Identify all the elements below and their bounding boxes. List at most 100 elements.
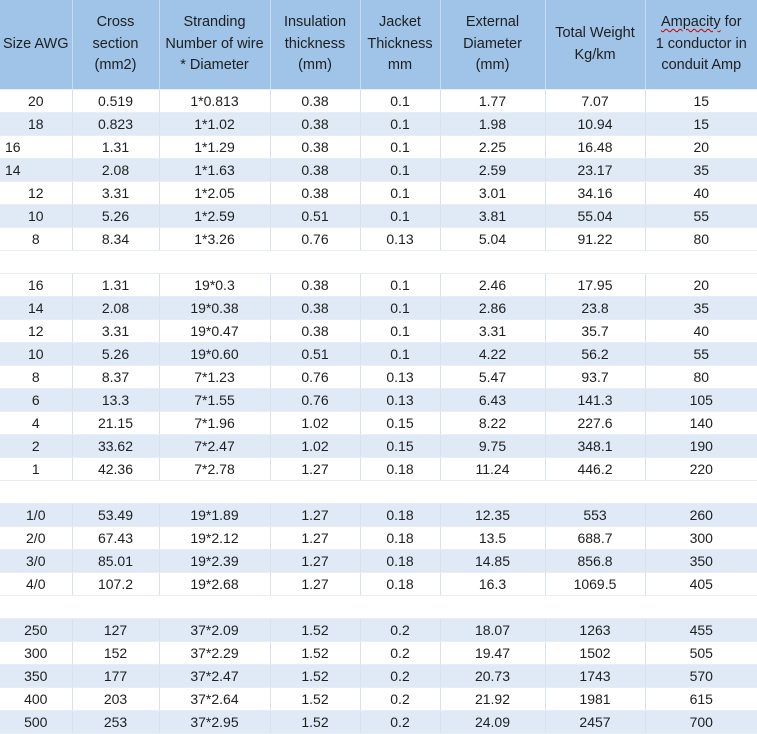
cell-external_diameter: 6.43 — [440, 388, 546, 412]
cell-jacket_thickness: 0.18 — [360, 503, 441, 527]
cell-cross_section: 127 — [72, 618, 160, 642]
cell-stranding: 19*1.89 — [159, 503, 271, 527]
spacer-row — [0, 480, 757, 504]
cell-stranding: 1*2.05 — [159, 181, 271, 205]
cell-insulation_thickness: 1.27 — [270, 549, 361, 573]
cell-external_diameter: 3.01 — [440, 181, 546, 205]
cell-insulation_thickness: 1.52 — [270, 641, 361, 665]
cell-total_weight: 23.8 — [545, 296, 646, 320]
cell-stranding: 1*1.29 — [159, 135, 271, 159]
cell-ampacity: 570 — [645, 664, 757, 688]
cell-total_weight: 553 — [545, 503, 646, 527]
cell-insulation_thickness: 0.38 — [270, 135, 361, 159]
table-row: 300 152 37*2.29 1.52 0.2 19.47 1502 505 — [0, 641, 757, 665]
cell-ampacity: 140 — [645, 411, 757, 435]
cell-cross_section: 1.31 — [72, 135, 160, 159]
cell-stranding: 37*2.47 — [159, 664, 271, 688]
table-row: 14 2.08 19*0.38 0.38 0.1 2.86 23.8 35 — [0, 296, 757, 320]
cell-stranding: 37*2.95 — [159, 710, 271, 734]
cell-insulation_thickness: 0.76 — [270, 227, 361, 251]
cell-jacket_thickness: 0.1 — [360, 342, 441, 366]
col-header-size-awg: Size AWG — [0, 0, 73, 90]
table-row: 16 1.31 19*0.3 0.38 0.1 2.46 17.95 20 — [0, 273, 757, 297]
table-row: 400 203 37*2.64 1.52 0.2 21.92 1981 615 — [0, 687, 757, 711]
table-row: 10 5.26 1*2.59 0.51 0.1 3.81 55.04 55 — [0, 204, 757, 228]
cell-jacket_thickness: 0.13 — [360, 365, 441, 389]
cell-size_awg: 1/0 — [0, 503, 73, 527]
cell-jacket_thickness: 0.1 — [360, 158, 441, 182]
header-row: Size AWG Cross section (mm2) Stranding N… — [0, 0, 757, 90]
cell-ampacity: 35 — [645, 158, 757, 182]
cell-insulation_thickness: 1.27 — [270, 503, 361, 527]
cell-external_diameter: 11.24 — [440, 457, 546, 481]
cell-cross_section: 152 — [72, 641, 160, 665]
cell-ampacity: 350 — [645, 549, 757, 573]
cell-ampacity: 455 — [645, 618, 757, 642]
table-row: 18 0.823 1*1.02 0.38 0.1 1.98 10.94 15 — [0, 112, 757, 136]
cell-stranding: 19*0.38 — [159, 296, 271, 320]
cell-insulation_thickness: 0.38 — [270, 319, 361, 343]
cell-jacket_thickness: 0.18 — [360, 457, 441, 481]
cell-insulation_thickness: 0.51 — [270, 342, 361, 366]
table-row: 12 3.31 19*0.47 0.38 0.1 3.31 35.7 40 — [0, 319, 757, 343]
cell-insulation_thickness: 1.02 — [270, 411, 361, 435]
cell-external_diameter: 2.59 — [440, 158, 546, 182]
cell-cross_section: 8.37 — [72, 365, 160, 389]
cell-size_awg: 8 — [0, 227, 73, 251]
cell-size_awg: 1 — [0, 457, 73, 481]
cell-external_diameter: 5.47 — [440, 365, 546, 389]
table-row: 20 0.519 1*0.813 0.38 0.1 1.77 7.07 15 — [0, 89, 757, 113]
cell-insulation_thickness: 0.38 — [270, 273, 361, 297]
cell-size_awg: 8 — [0, 365, 73, 389]
cell-external_diameter: 19.47 — [440, 641, 546, 665]
table-row: 350 177 37*2.47 1.52 0.2 20.73 1743 570 — [0, 664, 757, 688]
cell-jacket_thickness: 0.13 — [360, 227, 441, 251]
cell-external_diameter: 16.3 — [440, 572, 546, 596]
cell-total_weight: 1502 — [545, 641, 646, 665]
cell-size_awg: 350 — [0, 664, 73, 688]
table-row: 16 1.31 1*1.29 0.38 0.1 2.25 16.48 20 — [0, 135, 757, 159]
spacer-cell — [0, 595, 757, 619]
col-header-external-diameter: External Diameter (mm) — [440, 0, 546, 90]
cell-cross_section: 5.26 — [72, 204, 160, 228]
table-row: 500 253 37*2.95 1.52 0.2 24.09 2457 700 — [0, 710, 757, 734]
cell-ampacity: 300 — [645, 526, 757, 550]
cell-ampacity: 35 — [645, 296, 757, 320]
cell-total_weight: 16.48 — [545, 135, 646, 159]
spacer-row — [0, 250, 757, 274]
table-row: 250 127 37*2.09 1.52 0.2 18.07 1263 455 — [0, 618, 757, 642]
cell-jacket_thickness: 0.18 — [360, 526, 441, 550]
cell-external_diameter: 3.81 — [440, 204, 546, 228]
cell-total_weight: 227.6 — [545, 411, 646, 435]
cell-ampacity: 220 — [645, 457, 757, 481]
cell-insulation_thickness: 1.52 — [270, 618, 361, 642]
cell-ampacity: 15 — [645, 89, 757, 113]
cell-external_diameter: 2.25 — [440, 135, 546, 159]
cell-ampacity: 105 — [645, 388, 757, 412]
cell-cross_section: 13.3 — [72, 388, 160, 412]
cell-size_awg: 250 — [0, 618, 73, 642]
cell-size_awg: 14 — [0, 296, 73, 320]
cell-external_diameter: 2.86 — [440, 296, 546, 320]
cell-size_awg: 500 — [0, 710, 73, 734]
cell-ampacity: 190 — [645, 434, 757, 458]
cell-insulation_thickness: 1.52 — [270, 710, 361, 734]
cell-external_diameter: 8.22 — [440, 411, 546, 435]
cell-insulation_thickness: 1.27 — [270, 457, 361, 481]
table-row: 6 13.3 7*1.55 0.76 0.13 6.43 141.3 105 — [0, 388, 757, 412]
table-row: 2/0 67.43 19*2.12 1.27 0.18 13.5 688.7 300 — [0, 526, 757, 550]
cell-jacket_thickness: 0.1 — [360, 89, 441, 113]
cell-insulation_thickness: 0.38 — [270, 112, 361, 136]
col-header-cross-section: Cross section (mm2) — [72, 0, 160, 90]
cell-external_diameter: 24.09 — [440, 710, 546, 734]
cell-size_awg: 6 — [0, 388, 73, 412]
cell-jacket_thickness: 0.18 — [360, 572, 441, 596]
table-row: 4 21.15 7*1.96 1.02 0.15 8.22 227.6 140 — [0, 411, 757, 435]
cell-size_awg: 10 — [0, 204, 73, 228]
cell-cross_section: 53.49 — [72, 503, 160, 527]
cell-stranding: 1*2.59 — [159, 204, 271, 228]
table-row: 4/0 107.2 19*2.68 1.27 0.18 16.3 1069.5 405 — [0, 572, 757, 596]
cell-jacket_thickness: 0.2 — [360, 664, 441, 688]
cell-external_diameter: 5.04 — [440, 227, 546, 251]
cell-stranding: 7*1.23 — [159, 365, 271, 389]
